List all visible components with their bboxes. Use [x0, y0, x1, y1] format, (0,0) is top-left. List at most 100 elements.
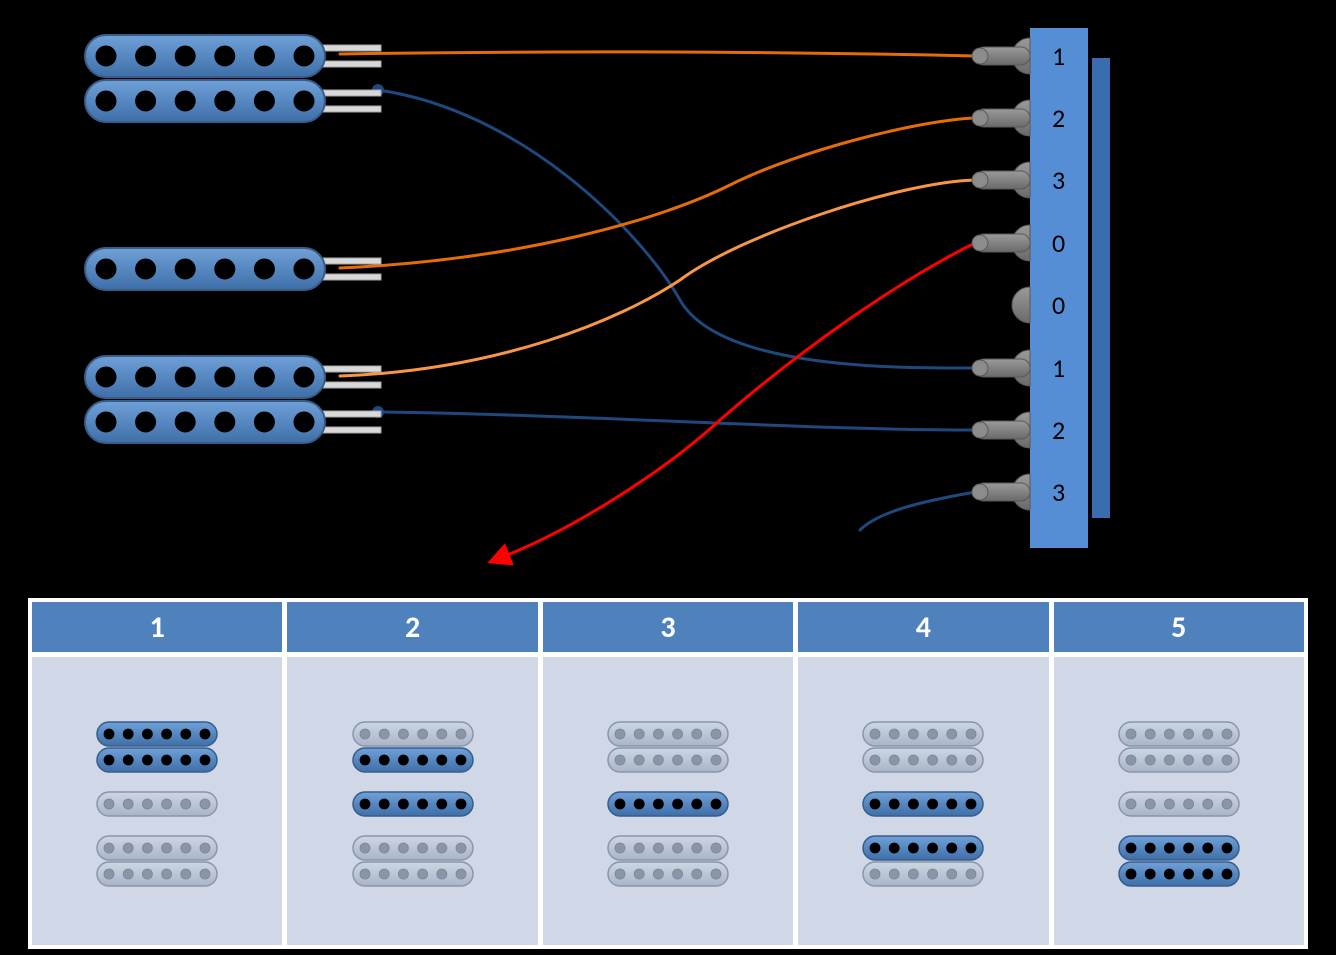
table-cell-pos-2 [286, 656, 538, 946]
pickup-1 [85, 248, 381, 290]
pole-piece [215, 412, 235, 432]
mini-coil [353, 722, 473, 746]
mini-coil [608, 722, 728, 746]
pole-piece [136, 367, 156, 387]
pole-piece [215, 367, 235, 387]
mini-coil [863, 862, 983, 886]
lug-label-2: 3 [1052, 164, 1065, 196]
lug-dome [1012, 287, 1030, 323]
mini-coil [97, 722, 217, 746]
lug-label-6: 2 [1052, 414, 1065, 446]
pole-piece [96, 91, 116, 111]
mini-coil [1119, 792, 1239, 816]
pole-piece [96, 412, 116, 432]
mini-coil [1119, 862, 1239, 886]
pickup-2 [85, 356, 381, 443]
mini-coil [863, 722, 983, 746]
wires-group [340, 52, 975, 556]
mini-coil [863, 748, 983, 772]
mini-pickup-diagram [1056, 661, 1302, 937]
mini-coil [353, 792, 473, 816]
switch-lug-1 [972, 100, 1030, 136]
pickup-lead [321, 61, 381, 67]
table-cell-pos-5 [1053, 656, 1305, 946]
mini-pickup-diagram [545, 661, 791, 937]
table-header-1: 1 [31, 601, 283, 653]
pole-piece [215, 91, 235, 111]
mini-coil [1119, 836, 1239, 860]
lug-label-7: 3 [1052, 476, 1065, 508]
table-cell-pos-3 [542, 656, 794, 946]
table-cell-pos-4 [797, 656, 1049, 946]
table-cell-pos-1 [31, 656, 283, 946]
pickup-coil [85, 401, 325, 443]
pickup-lead [321, 366, 381, 372]
pole-piece [175, 412, 195, 432]
lug-tip [972, 172, 988, 188]
mini-coil [1119, 748, 1239, 772]
table-header-2: 2 [286, 601, 538, 653]
pickup-lead [321, 427, 381, 433]
wire-w4 [340, 180, 975, 376]
lug-tip [972, 484, 988, 500]
pole-piece [175, 46, 195, 66]
pickup-coil [85, 248, 325, 290]
switch-lug-4 [1012, 287, 1030, 323]
pole-piece [215, 259, 235, 279]
pickup-lead [321, 411, 381, 417]
wire-w3 [340, 118, 975, 268]
pole-piece [254, 259, 274, 279]
pickup-lead [321, 90, 381, 96]
lug-tip [972, 235, 988, 251]
pole-piece [136, 91, 156, 111]
switch-lug-5 [972, 350, 1030, 386]
wire-w6 [860, 492, 975, 530]
pole-piece [136, 46, 156, 66]
switch-backplate [1092, 58, 1110, 518]
mini-coil [608, 862, 728, 886]
pole-piece [254, 91, 274, 111]
pole-piece [294, 412, 314, 432]
pole-piece [175, 259, 195, 279]
lug-label-0: 1 [1052, 40, 1065, 72]
pickup-0 [85, 35, 381, 122]
switch-lug-7 [972, 474, 1030, 510]
pole-piece [96, 259, 116, 279]
pole-piece [136, 259, 156, 279]
pickup-lead [321, 45, 381, 51]
pole-piece [294, 367, 314, 387]
mini-coil [608, 748, 728, 772]
mini-coil [863, 836, 983, 860]
mini-coil [97, 862, 217, 886]
pickup-lead [321, 274, 381, 280]
diagram-stage: 12345 12300123 [0, 0, 1336, 955]
mini-coil [608, 792, 728, 816]
table-header-3: 3 [542, 601, 794, 653]
pickup-lead [321, 106, 381, 112]
position-table: 12345 [28, 598, 1308, 949]
wire-w5 [378, 412, 975, 430]
pole-piece [294, 259, 314, 279]
mini-pickup-diagram [34, 661, 280, 937]
lug-label-3: 0 [1052, 227, 1065, 259]
main-pickups [85, 35, 381, 443]
switch-lug-0 [972, 38, 1030, 74]
pickup-coil [85, 35, 325, 77]
pole-piece [294, 91, 314, 111]
pole-piece [215, 46, 235, 66]
pole-piece [96, 46, 116, 66]
pole-piece [254, 46, 274, 66]
mini-coil [608, 836, 728, 860]
pole-piece [175, 367, 195, 387]
pickup-coil [85, 356, 325, 398]
mini-coil [97, 748, 217, 772]
pickup-lead [321, 382, 381, 388]
mini-coil [1119, 722, 1239, 746]
mini-coil [353, 836, 473, 860]
pole-piece [96, 367, 116, 387]
mini-pickup-diagram [290, 661, 536, 937]
lug-tip [972, 48, 988, 64]
lug-tip [972, 422, 988, 438]
pole-piece [136, 412, 156, 432]
mini-coil [97, 792, 217, 816]
